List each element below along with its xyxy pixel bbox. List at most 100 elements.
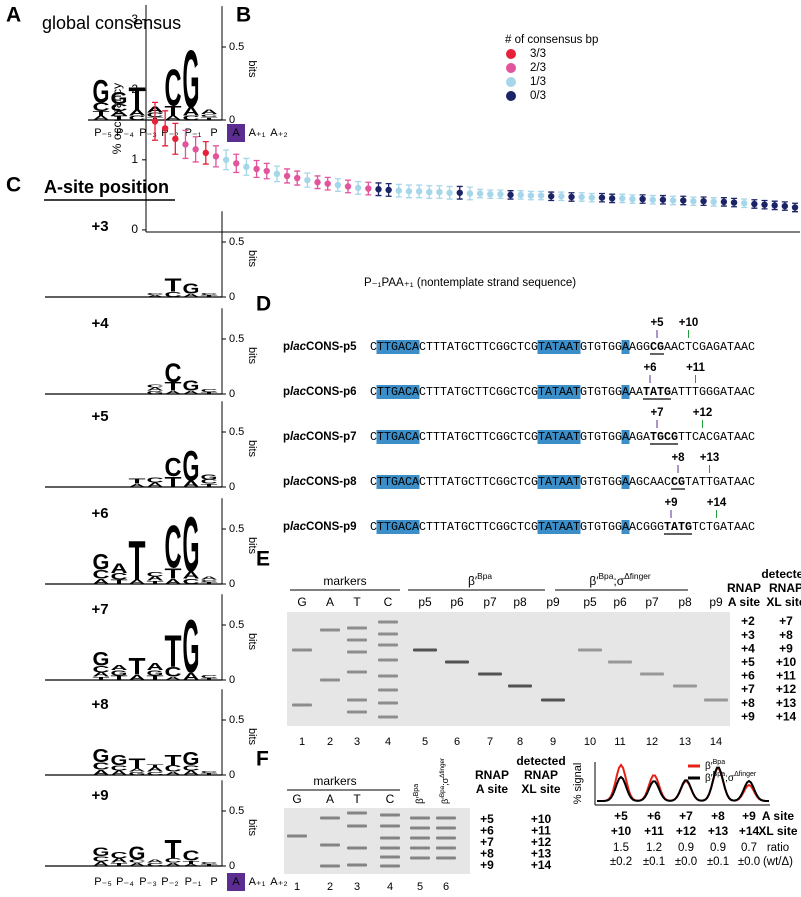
logo-letter: T <box>110 675 128 682</box>
sequence: C <box>370 520 377 534</box>
a-site-box <box>227 124 245 142</box>
logo-letter: A <box>110 110 127 117</box>
gel-band <box>378 658 398 662</box>
site-label: +9 <box>742 809 756 823</box>
text-part: Δfinger <box>624 571 651 581</box>
gel-band <box>292 648 312 652</box>
data-point <box>436 188 443 196</box>
panel-letter: C <box>6 174 21 197</box>
data-point <box>222 156 230 164</box>
sequence: C <box>370 475 377 489</box>
logo-letter: T <box>146 763 163 768</box>
lane-number: 2 <box>327 881 333 893</box>
logo-letter: G <box>147 669 164 677</box>
gel-band <box>436 826 456 830</box>
site-label: +3 <box>741 628 755 642</box>
y-tick-label: 0 <box>229 674 235 686</box>
logo-letter: C <box>110 850 127 860</box>
data-point <box>294 174 301 182</box>
lane-number: 7 <box>487 736 493 748</box>
data-point <box>253 165 260 173</box>
logo-letter: T <box>146 580 163 585</box>
logo-letter: A <box>128 108 145 117</box>
gel-band <box>320 843 340 847</box>
logo-label: +9 <box>91 787 108 804</box>
data-point <box>243 163 250 171</box>
a-site-label: +6 <box>643 362 656 374</box>
y-axis-label: bits <box>246 347 258 365</box>
logo-letter: A <box>182 569 199 581</box>
site-label: +9 <box>741 709 755 723</box>
logo-letter: A <box>164 771 181 776</box>
lane-number: 4 <box>387 881 393 893</box>
logo-letter: G <box>129 844 146 864</box>
text-part: β′ <box>705 773 713 784</box>
lane-label: A <box>326 595 334 609</box>
gel-band <box>378 674 398 678</box>
sequence: A <box>622 520 629 534</box>
logo-letter: T <box>164 834 181 865</box>
gel-band <box>410 816 430 820</box>
site-header: detected <box>761 567 801 581</box>
position-label: A₊₂ <box>270 127 287 139</box>
text-part: CONS-p6 <box>306 386 356 398</box>
lane-number: 10 <box>584 736 596 748</box>
logo-letter: T <box>200 483 217 488</box>
text-part: Bpa <box>713 771 726 778</box>
gel-band <box>673 684 697 688</box>
y-tick-label: 0 <box>229 860 235 872</box>
logo-letter: C <box>146 292 163 295</box>
gel-band <box>347 650 367 654</box>
gel-band <box>478 672 502 676</box>
lane-number: 11 <box>614 736 625 748</box>
lane-number: 8 <box>517 736 523 748</box>
logo-letter: T <box>200 863 217 866</box>
logo-letter: A <box>200 576 217 581</box>
logo-letter: C <box>200 770 217 773</box>
data-point <box>547 193 555 200</box>
data-point <box>568 193 575 201</box>
lane-label: p9 <box>709 595 723 609</box>
logo-letter: C <box>128 859 145 864</box>
logo-letter: A <box>164 676 181 681</box>
text-part: β′ <box>589 574 599 588</box>
logo-letter: T <box>128 755 145 772</box>
site-label: +12 <box>776 682 797 696</box>
gel-band <box>378 620 398 624</box>
legend-label: 1/3 <box>530 76 546 88</box>
position-label: P₋₂ <box>161 876 178 888</box>
logo-letter: C <box>200 861 217 864</box>
logo-letter: C <box>200 114 217 118</box>
position-label: P₋₁ <box>185 127 202 139</box>
y-axis-label: bits <box>246 819 258 837</box>
text-part: lac <box>290 431 307 443</box>
data-point <box>182 141 189 148</box>
construct-name: placCONS-p6 <box>283 386 357 398</box>
y-tick-label: 0 <box>229 578 235 590</box>
lane-number: 5 <box>422 736 428 748</box>
gel <box>287 612 730 726</box>
site-label: +2 <box>741 614 755 628</box>
sequence: A <box>622 385 629 399</box>
sequence: C <box>370 340 377 354</box>
element-box <box>376 520 420 534</box>
position-label: P₋₄ <box>116 127 134 139</box>
site-header: A site <box>476 782 509 796</box>
data-point <box>690 197 697 205</box>
text-part: lac <box>290 521 307 533</box>
data-point <box>639 195 646 203</box>
logo-letter: A <box>92 114 109 121</box>
logo-letter: C <box>200 579 217 582</box>
logo-label: +3 <box>91 218 108 235</box>
element-box <box>621 475 630 489</box>
y-tick-label: 0 <box>229 114 235 126</box>
lane-label: A <box>326 792 334 806</box>
sequence: TCTGATAAC <box>692 520 755 534</box>
data-point <box>629 195 636 203</box>
element-box <box>621 430 630 444</box>
logo-letter: G <box>147 390 164 395</box>
logo-letter: C <box>110 102 127 113</box>
gel-band <box>410 846 430 850</box>
lane-number: 13 <box>679 736 691 748</box>
logo-letter: C <box>92 855 110 864</box>
